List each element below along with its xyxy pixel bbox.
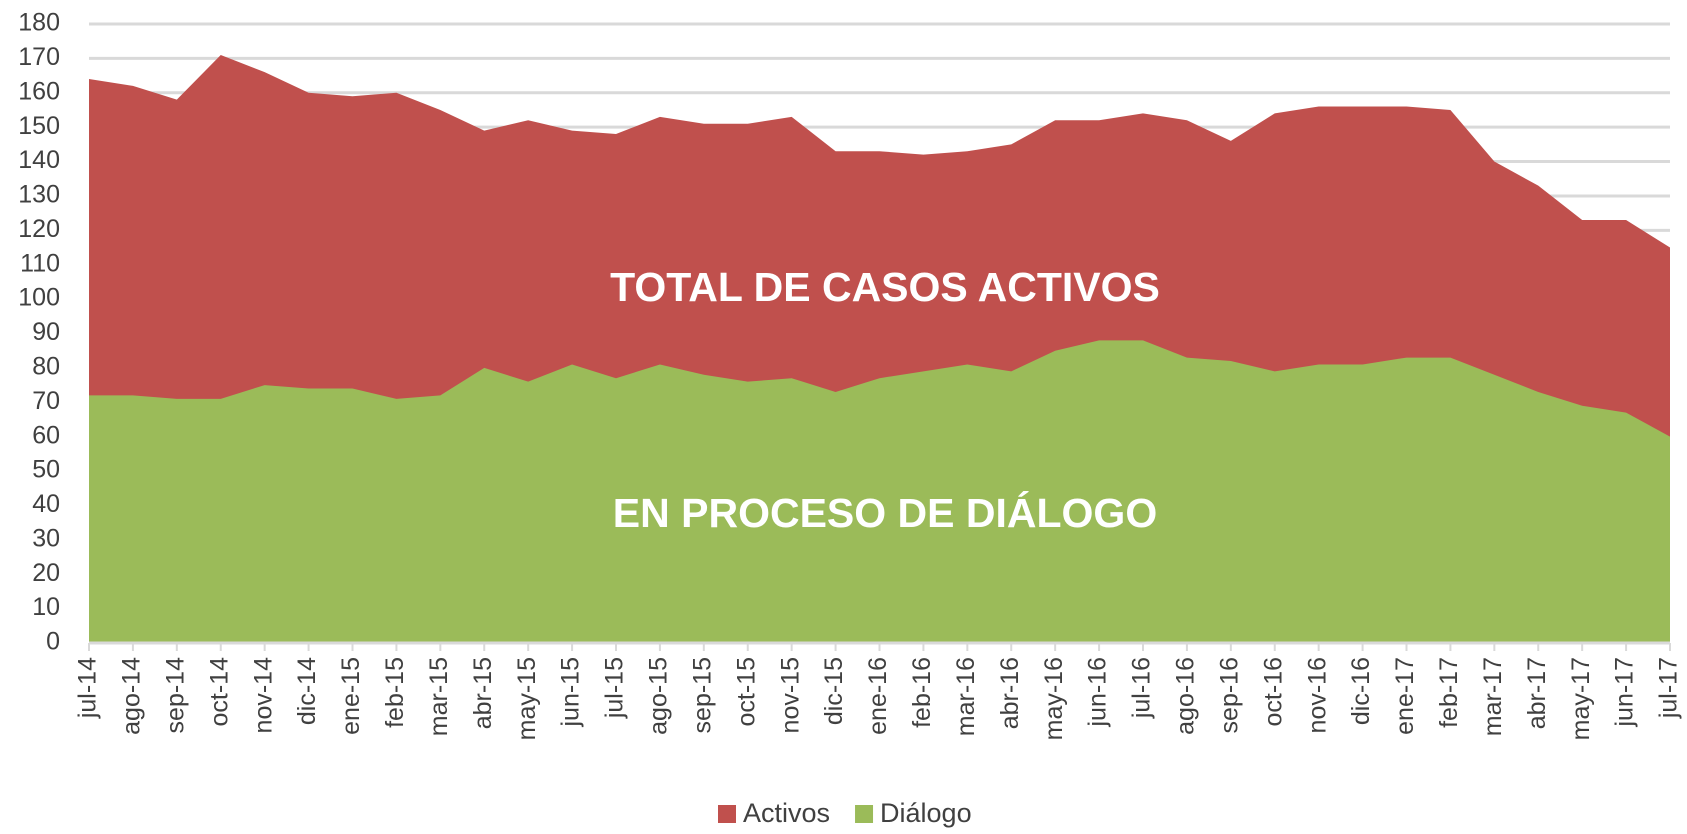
x-tick-label: nov-16	[1303, 657, 1331, 733]
y-tick-label: 0	[46, 628, 60, 656]
y-tick-label: 50	[32, 456, 60, 484]
x-tick-label: feb-16	[908, 657, 936, 728]
legend-swatch	[855, 805, 874, 823]
x-tick-label: ene-17	[1391, 657, 1419, 735]
y-tick-label: 120	[18, 215, 60, 243]
x-tick-label: feb-15	[381, 657, 409, 728]
y-tick-label: 130	[18, 181, 60, 209]
y-tick-label: 60	[32, 421, 60, 449]
legend-label: Activos	[743, 798, 830, 828]
area	[89, 340, 1670, 643]
y-tick-label: 30	[32, 524, 60, 552]
x-tick-label: dic-14	[293, 657, 321, 725]
y-tick-label: 140	[18, 146, 60, 174]
x-tick-label: mar-15	[425, 657, 453, 736]
annotation: TOTAL DE CASOS ACTIVOS	[610, 264, 1160, 310]
x-tick-label: may-16	[1040, 657, 1068, 740]
x-tick-label: sep-14	[161, 657, 189, 734]
x-tick-label: nov-15	[776, 657, 804, 733]
y-tick-label: 100	[18, 284, 60, 312]
y-tick-label: 80	[32, 352, 60, 380]
x-tick-label: jun-16	[1084, 657, 1112, 728]
y-tick-label: 20	[32, 559, 60, 587]
x-tick-label: ago-16	[1172, 657, 1200, 735]
x-tick-label: abr-17	[1523, 657, 1551, 729]
x-tick-label: dic-16	[1347, 657, 1375, 725]
y-tick-label: 10	[32, 593, 60, 621]
y-tick-label: 90	[32, 318, 60, 346]
annotation: EN PROCESO DE DIÁLOGO	[613, 490, 1157, 536]
legend-label: Diálogo	[880, 798, 972, 828]
x-tick-label: ene-15	[337, 657, 365, 735]
y-tick-label: 170	[18, 43, 60, 71]
y-tick-label: 70	[32, 387, 60, 415]
x-tick-label: jul-17	[1655, 657, 1683, 719]
x-tick-label: jul-14	[74, 657, 102, 719]
x-tick-label: jul-15	[601, 657, 629, 719]
x-tick-label: ene-16	[864, 657, 892, 735]
x-tick-label: sep-15	[688, 657, 716, 733]
y-tick-label: 40	[32, 490, 60, 518]
y-tick-label: 160	[18, 77, 60, 105]
x-tick-label: oct-15	[732, 657, 760, 726]
x-tick-label: jun-15	[557, 657, 585, 728]
x-tick-label: may-17	[1567, 657, 1595, 740]
x-tick-label: oct-14	[205, 657, 233, 727]
x-tick-label: may-15	[513, 657, 541, 740]
x-tick-label: ago-15	[645, 657, 673, 735]
legend-swatch	[718, 805, 736, 823]
x-tick-label: feb-17	[1435, 657, 1463, 728]
x-tick-label: jun-17	[1611, 657, 1639, 728]
x-tick-label: jul-16	[1128, 657, 1156, 719]
x-tick-label: nov-14	[249, 657, 277, 734]
x-tick-label: mar-16	[952, 657, 980, 736]
x-tick-label: mar-17	[1479, 657, 1507, 736]
x-tick-label: ago-14	[118, 657, 146, 735]
x-tick-label: dic-15	[820, 657, 848, 725]
x-tick-label: abr-15	[469, 657, 497, 729]
y-tick-label: 180	[18, 9, 60, 37]
y-tick-label: 110	[20, 249, 60, 277]
x-tick-label: abr-16	[996, 657, 1024, 729]
x-tick-label: sep-16	[1215, 657, 1243, 733]
x-tick-label: oct-16	[1259, 657, 1287, 726]
y-tick-label: 150	[18, 112, 60, 140]
